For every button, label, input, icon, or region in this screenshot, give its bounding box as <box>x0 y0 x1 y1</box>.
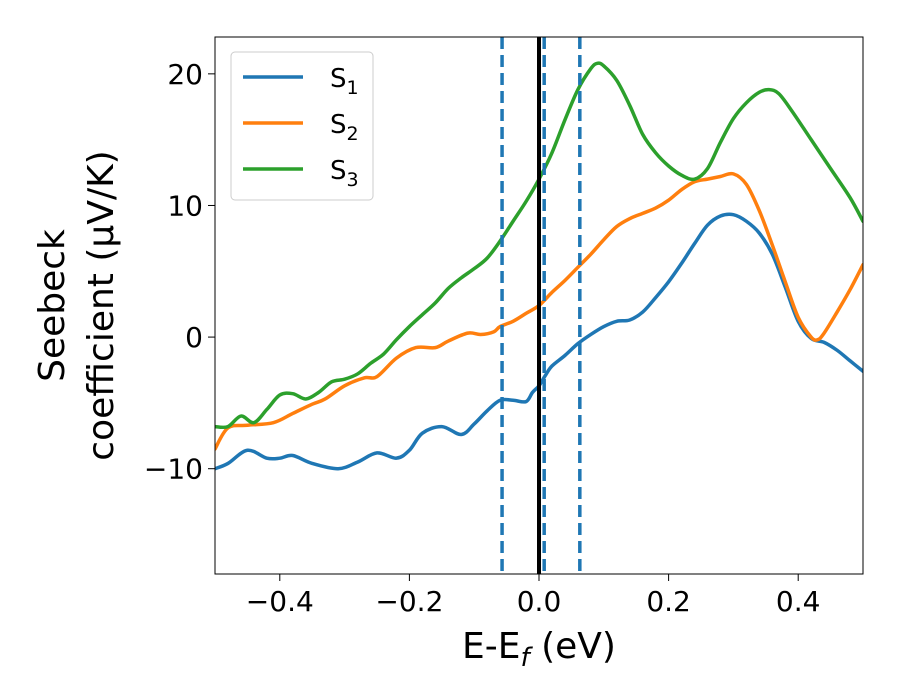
x-tick-label: 0.4 <box>776 585 821 618</box>
series-line-s1 <box>215 212 863 471</box>
x-axis-label: E-Ef (eV) <box>462 626 616 673</box>
y-tick-label: 20 <box>167 58 203 91</box>
y-tick-label: 10 <box>167 189 203 222</box>
x-tick-label: −0.4 <box>246 585 314 618</box>
y-axis-label-line1: Seebeck <box>32 229 73 382</box>
legend-box <box>230 51 374 201</box>
y-axis-label: Seebeck coefficient (μV/K) <box>32 150 122 460</box>
plot-area <box>215 37 863 574</box>
legend-label-s3: S3 <box>330 156 359 191</box>
series-line-s2 <box>215 171 863 451</box>
y-axis-label-line2: coefficient (μV/K) <box>81 150 122 460</box>
x-axis: −0.4 −0.2 0.0 0.2 0.4 <box>246 574 821 618</box>
legend-label-s1: S1 <box>330 64 359 99</box>
x-tick-label: 0.2 <box>646 585 691 618</box>
y-tick-label: −10 <box>144 453 203 486</box>
y-axis: −10 0 10 20 <box>144 58 215 486</box>
legend: S1 S2 S3 <box>230 51 374 201</box>
x-tick-label: 0.0 <box>517 585 562 618</box>
x-tick-label: −0.2 <box>375 585 443 618</box>
y-tick-label: 0 <box>185 321 203 354</box>
legend-label-s2: S2 <box>330 110 359 145</box>
